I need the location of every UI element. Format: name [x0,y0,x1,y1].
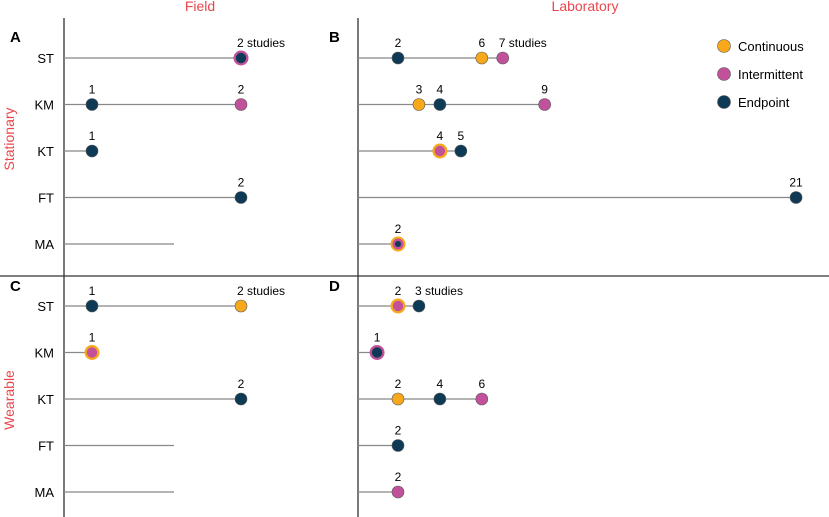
data-label: 3 studies [415,284,463,298]
category-label-kt: KT [37,392,54,407]
data-label: 2 [395,377,402,391]
data-label: 7 studies [499,36,547,50]
endpoint-point [412,299,426,313]
data-points [84,50,803,499]
data-label: 4 [437,129,444,143]
column-title-laboratory: Laboratory [552,0,619,14]
data-label: 1 [89,83,96,97]
endpoint-point [391,51,405,65]
continuous-point [391,392,405,406]
data-label: 5 [458,129,465,143]
legend-endpoint-swatch [717,95,731,109]
data-label: 1 [374,331,381,345]
data-label: 2 [238,377,245,391]
panel-letter-b: B [329,29,340,46]
legend-continuous-label: Continuous [738,39,804,54]
chart-frame [0,18,829,517]
data-label: 4 [437,83,444,97]
data-label: 3 [416,83,423,97]
data-label: 2 [395,470,402,484]
data-label: 1 [89,284,96,298]
intermittent-point [538,98,551,111]
data-label: 4 [437,377,444,391]
intermittent-point [86,347,98,358]
intermittent-point [234,98,248,111]
category-label-st: ST [37,51,54,66]
data-label: 1 [89,129,96,143]
category-label-km: KM [35,98,55,113]
continuous-point [475,51,489,65]
endpoint-point [85,98,99,111]
data-label: 2 [395,284,402,298]
data-label: 2 [395,36,402,50]
endpoint-point [395,241,401,247]
chart-text: Field Laboratory Stationary Wearable ST KM KT F… [1,0,803,500]
data-label: 2 studies [237,36,285,50]
category-label-km: KM [35,346,55,361]
data-label: 1 [89,331,96,345]
legend-intermittent-swatch [717,67,731,81]
intermittent-point [496,51,510,65]
legend: Continuous Intermittent Endpoint [717,39,804,110]
data-label: 2 [238,176,245,190]
panel-letter-d: D [329,278,340,295]
stem-lines [64,57,797,493]
column-title-field: Field [185,0,215,14]
legend-continuous-swatch [717,39,731,53]
category-label-ft: FT [38,191,54,206]
intermittent-point [434,145,446,157]
data-label: 2 [395,222,402,236]
category-label-st: ST [37,299,54,314]
panel-letter-a: A [10,29,21,46]
category-label-ma: MA [35,237,55,252]
data-label: 2 [238,83,245,97]
data-label: 21 [789,176,803,190]
data-label: 9 [541,83,548,97]
continuous-point [234,299,248,313]
endpoint-point [391,439,405,452]
endpoint-point [433,98,447,111]
row-title-stationary: Stationary [1,107,17,170]
endpoint-point [85,144,99,158]
data-label: 2 [395,424,402,438]
data-label: 6 [478,36,485,50]
legend-endpoint-label: Endpoint [738,95,790,110]
legend-intermittent-label: Intermittent [738,67,803,82]
endpoint-point [234,392,248,406]
data-label: 2 studies [237,284,285,298]
endpoint-point [789,191,803,204]
category-label-kt: KT [37,144,54,159]
endpoint-point [454,144,468,158]
endpoint-point [371,347,383,358]
category-label-ma: MA [35,485,55,500]
category-label-ft: FT [38,439,54,454]
row-title-wearable: Wearable [1,370,17,430]
intermittent-point [475,392,489,406]
continuous-point [412,98,426,111]
endpoint-point [85,299,99,313]
data-label: 6 [478,377,485,391]
intermittent-point [392,300,404,312]
endpoint-point [235,52,247,64]
endpoint-point [234,191,248,204]
endpoint-point [433,392,447,406]
intermittent-point [391,485,405,499]
panel-letter-c: C [10,278,21,295]
